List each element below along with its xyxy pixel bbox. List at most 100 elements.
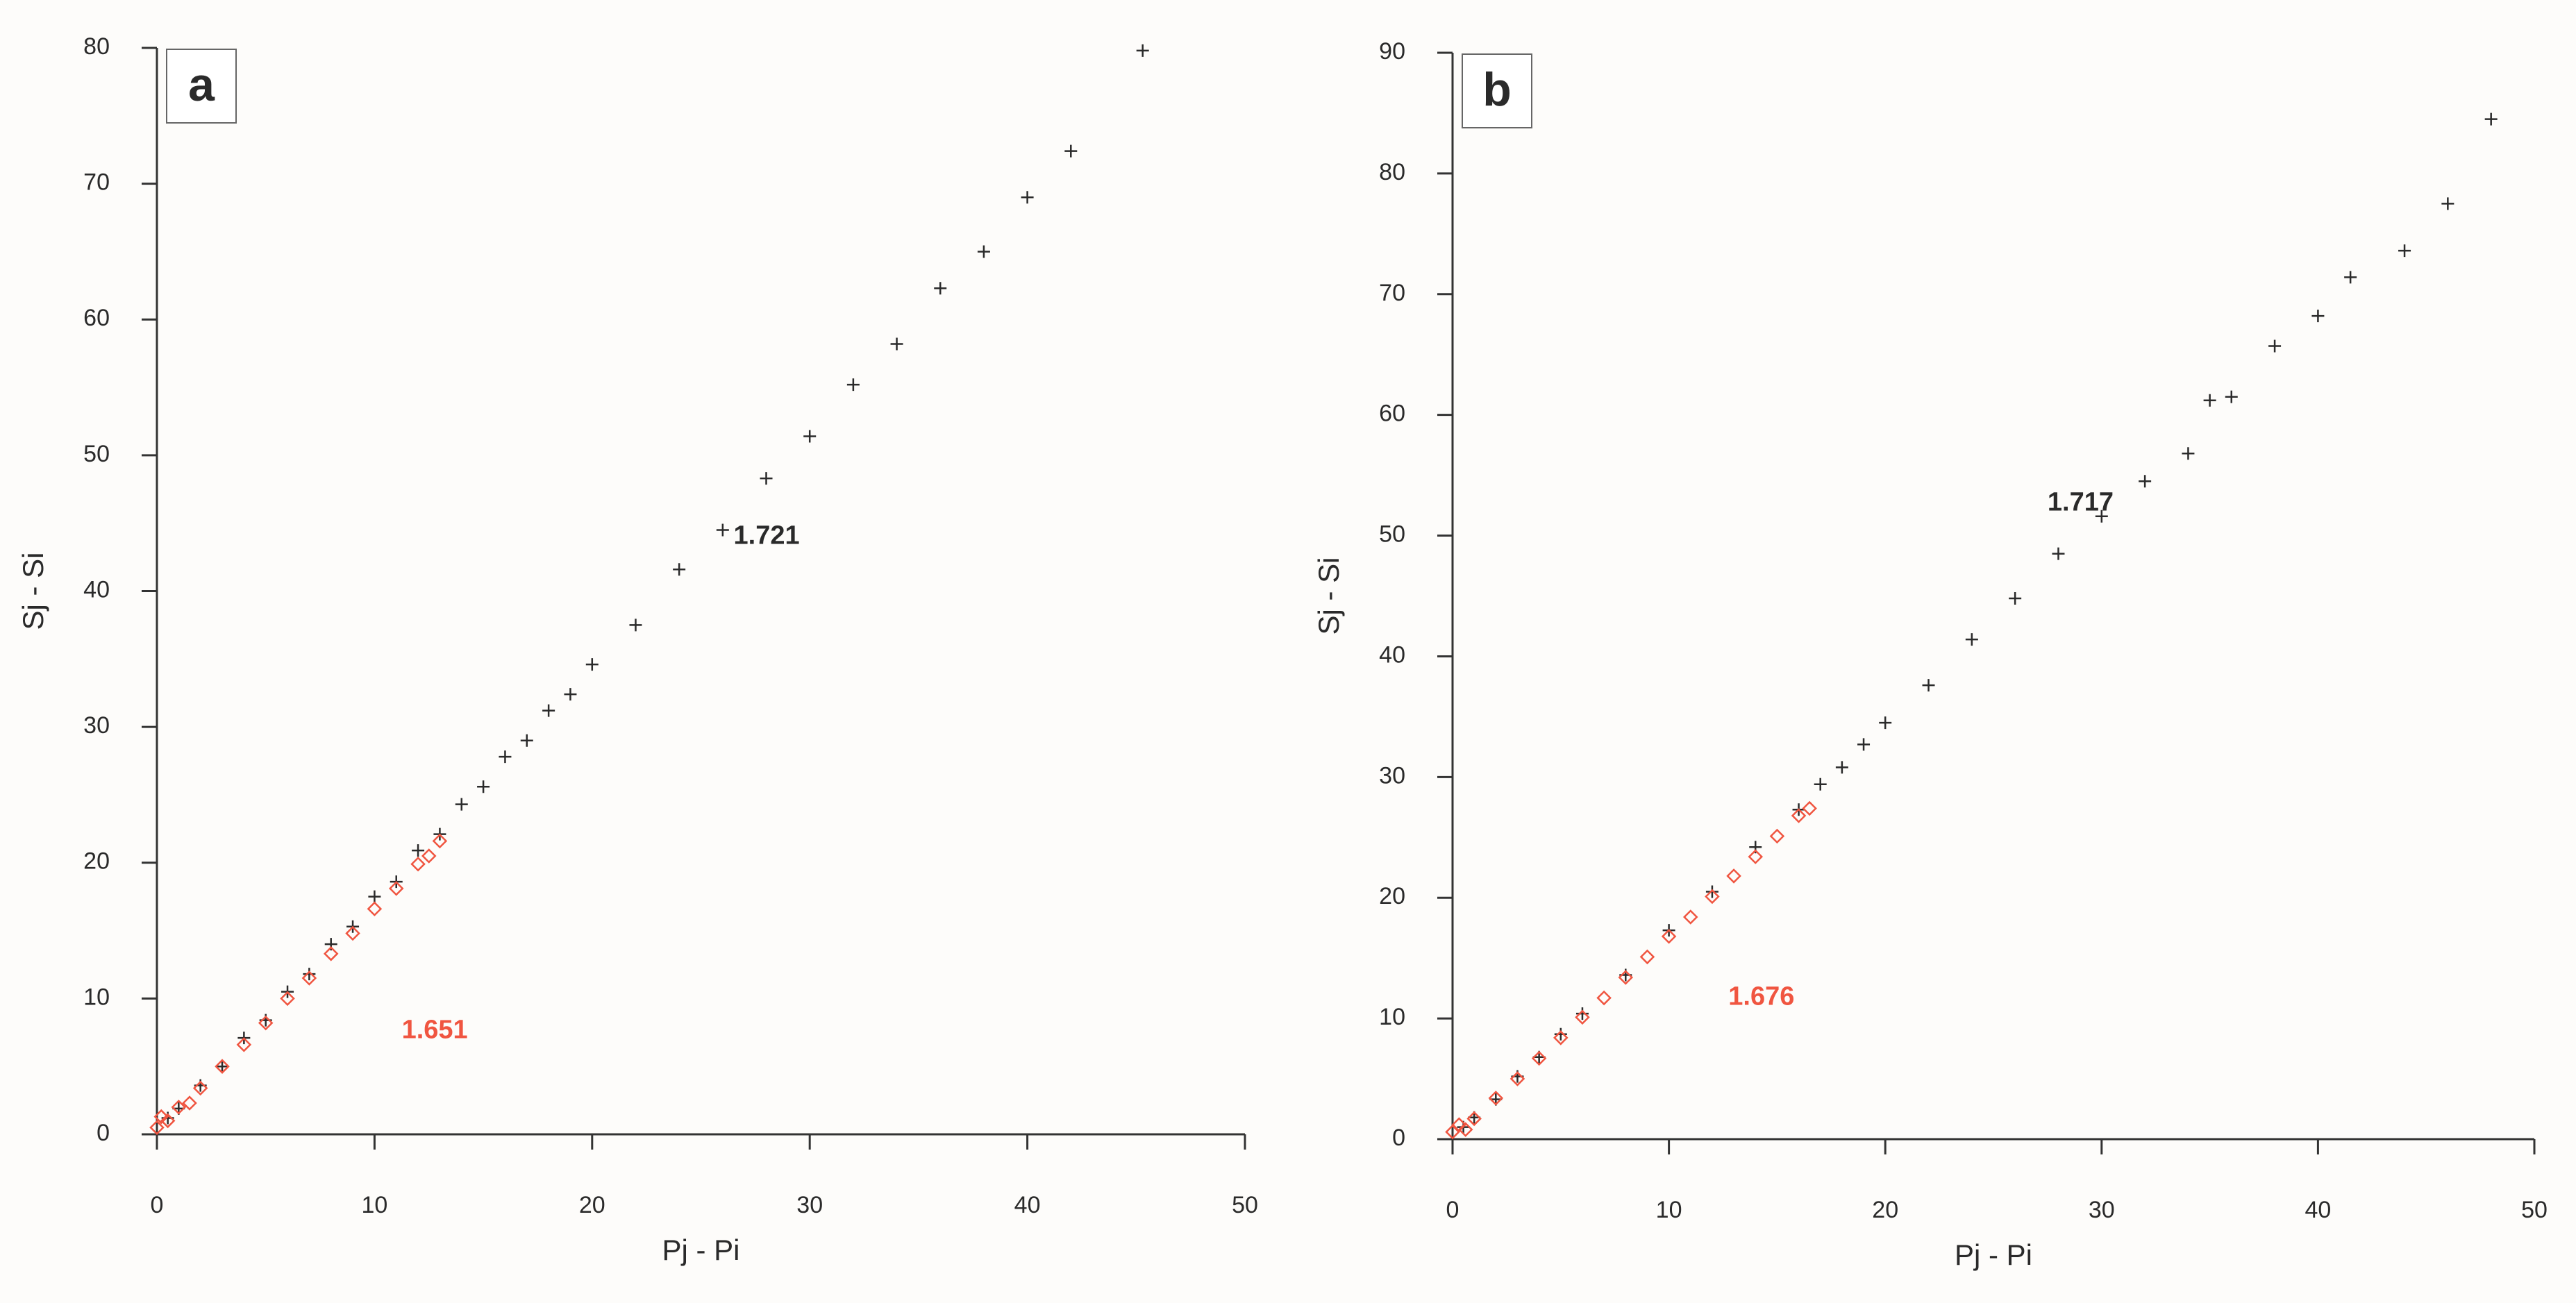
point [499,750,512,764]
point [846,378,860,392]
x-tick-label: 0 [1446,1197,1460,1223]
point [1553,1030,1569,1045]
point [934,282,947,295]
point [673,563,686,576]
point [477,780,490,793]
point [1965,633,1978,646]
y-axis-label: Sj - Si [1312,557,1345,634]
point [1618,970,1634,985]
point [301,970,317,986]
point [1748,849,1764,864]
y-tick-label: 20 [1379,883,1405,909]
point [323,946,339,961]
point [1879,716,1892,730]
y-tick-label: 50 [1379,521,1405,548]
point [1136,44,1149,57]
point [2311,310,2325,323]
point [2484,112,2498,126]
point [421,848,437,864]
point [1531,1050,1547,1066]
point [803,430,817,443]
y-tick-label: 90 [1379,38,1405,65]
point [1488,1091,1504,1106]
annotation: 1.676 [1728,982,1794,1011]
point [2441,197,2454,210]
point [2139,475,2152,488]
panel-label-box [166,49,237,124]
x-tick-label: 40 [1014,1192,1041,1218]
point [520,734,533,747]
annotation: 1.721 [734,521,800,550]
point [2182,447,2195,460]
annotation: 1.717 [2048,488,2114,517]
point [760,472,773,485]
panel-label: b [1482,63,1512,116]
y-tick-label: 60 [83,305,110,331]
y-tick-label: 0 [97,1120,110,1146]
y-tick-label: 80 [1379,159,1405,185]
x-tick-label: 50 [2521,1197,2548,1223]
y-tick-label: 30 [1379,762,1405,789]
y-tick-label: 70 [83,169,110,196]
panel-label: a [188,58,215,111]
point [215,1059,230,1074]
point [303,968,316,981]
point [182,1095,197,1111]
point [160,1113,176,1129]
y-tick-label: 10 [1379,1004,1405,1030]
point [629,619,642,632]
point [153,1109,169,1125]
panel-label-box [1462,53,1532,128]
point [388,881,404,896]
point [1682,909,1698,925]
point [585,658,599,671]
point [2009,591,2022,605]
point [2095,510,2108,523]
y-tick-label: 80 [83,33,110,60]
y-tick-label: 50 [83,441,110,467]
point [192,1080,208,1096]
point [1466,1111,1482,1127]
y-tick-label: 0 [1392,1125,1405,1151]
x-tick-label: 10 [361,1192,387,1218]
point [1791,808,1807,823]
x-tick-label: 40 [2305,1197,2331,1223]
point [1554,1027,1567,1041]
point [410,856,426,872]
point [1814,777,1827,791]
y-tick-label: 40 [1379,641,1405,668]
point [1457,1122,1473,1137]
point [1021,191,1034,204]
point [171,1100,187,1115]
point [716,523,729,537]
point [2398,244,2411,258]
point [1575,1009,1590,1025]
x-tick-label: 20 [1872,1197,1898,1223]
point [890,337,903,351]
x-axis-label: Pj - Pi [1955,1238,2032,1271]
point [2052,547,2065,560]
point [345,925,360,941]
point [1705,889,1720,905]
point [280,991,295,1007]
point [1445,1124,1460,1140]
x-tick-label: 30 [796,1192,823,1218]
point [455,798,468,811]
point [542,704,555,717]
annotation: 1.651 [402,1015,468,1044]
x-tick-label: 0 [151,1192,164,1218]
point [977,245,990,258]
y-tick-label: 40 [83,576,110,603]
point [1451,1117,1467,1132]
point [1857,738,1871,751]
point [412,844,425,857]
point [2344,271,2357,284]
y-tick-label: 30 [83,712,110,739]
y-tick-label: 20 [83,848,110,875]
point [1835,761,1848,774]
point [1596,990,1612,1006]
x-tick-label: 50 [1232,1192,1258,1218]
y-tick-label: 70 [1379,280,1405,306]
